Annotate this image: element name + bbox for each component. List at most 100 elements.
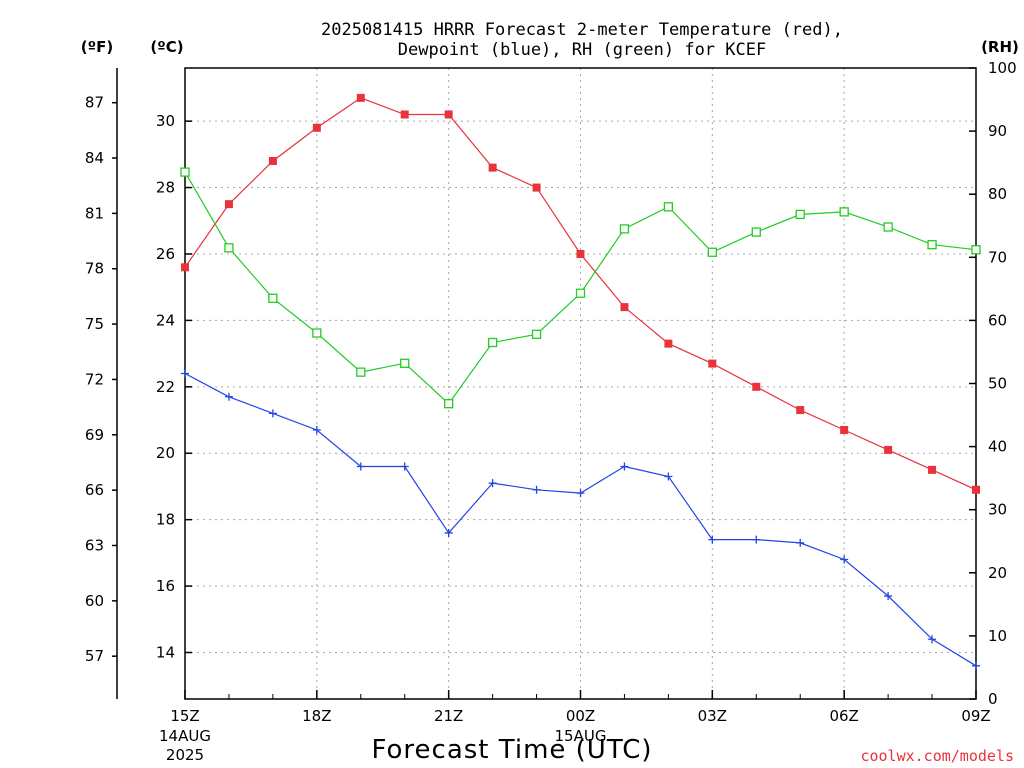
rh-point [663,202,674,212]
dewpoint-point [972,661,980,670]
rh-point [883,222,893,232]
fahrenheit-axis-label: (ºF) [81,38,113,56]
celsius-tick-label: 24 [156,311,175,329]
temperature-point [576,249,585,258]
time-tick-label: 21Z [434,707,463,725]
dewpoint-point [181,369,189,378]
credit-link[interactable]: coolwx.com/models [860,747,1014,765]
fahrenheit-tick-label: 63 [85,536,104,554]
dewpoint-point [268,409,277,418]
rh-tick-label: 50 [988,375,1007,393]
rh-point [487,337,498,348]
rh-point [224,243,234,253]
time-tick-label: 09Z [961,707,990,725]
dewpoint-point [444,528,453,537]
time-tick-label: 03Z [698,707,727,725]
temperature-point [796,406,805,415]
dewpoint-point [752,535,761,544]
rh-tick-label: 0 [988,690,998,708]
dewpoint-point [488,479,497,488]
dewpoint-point [620,462,629,471]
rh-point [356,367,366,377]
temperature-point [884,445,893,454]
dewpoint-point [664,472,673,481]
fahrenheit-tick-label: 66 [85,481,104,499]
rh-tick-label: 30 [988,501,1007,519]
dewpoint-point [928,635,937,644]
fahrenheit-tick-label: 75 [85,315,104,333]
fahrenheit-tick-label: 72 [85,370,104,388]
time-date-label: 2025 [166,746,204,764]
temperature-point [400,110,409,119]
celsius-tick-label: 22 [156,378,175,396]
fahrenheit-tick-label: 87 [85,94,104,112]
rh-tick-label: 80 [988,185,1007,203]
temperature-point [664,339,673,348]
chart-title-line-2: Dewpoint (blue), RH (green) for KCEF [398,40,766,60]
rh-point [444,399,454,409]
rh-point [927,240,937,250]
rh-point [575,288,586,298]
rh-axis-label: (RH) [981,38,1019,56]
time-date-label: 14AUG [159,727,211,745]
dewpoint-point [400,462,409,471]
celsius-tick-label: 20 [156,444,175,462]
temperature-point [224,200,233,209]
fahrenheit-tick-label: 57 [85,647,104,665]
temperature-point [840,425,849,434]
celsius-axis-label: (ºC) [150,38,183,56]
celsius-axis: 14 16 18 20 22 24 26 28 30 [156,112,192,662]
fahrenheit-tick-label: 60 [85,592,104,610]
time-tick-label: 15Z [170,707,199,725]
time-date-label: 15AUG [555,727,607,745]
rh-series [180,167,981,409]
rh-tick-label: 10 [988,627,1007,645]
temperature-point [620,303,629,312]
dewpoint-point [796,538,805,547]
celsius-tick-label: 16 [156,577,175,595]
fahrenheit-tick-label: 81 [85,204,104,222]
celsius-tick-label: 26 [156,245,175,263]
rh-point [839,207,849,217]
grid-lines [185,68,976,699]
temperature-point [532,183,541,192]
rh-point [531,329,542,339]
celsius-tick-label: 14 [156,644,175,662]
rh-point [751,227,761,237]
temperature-point [444,110,453,119]
rh-tick-label: 90 [988,122,1007,140]
dewpoint-series [181,369,980,670]
rh-tick-label: 60 [988,311,1007,329]
fahrenheit-axis: 57 60 63 66 69 72 75 78 81 84 87 [85,94,117,665]
fahrenheit-tick-label: 84 [85,149,104,167]
rh-tick-label: 70 [988,248,1007,266]
rh-point [795,209,805,220]
rh-point [971,245,981,255]
rh-point [180,167,190,177]
dewpoint-point [708,535,717,544]
time-tick-label: 18Z [302,707,331,725]
dewpoint-point [224,392,233,401]
temperature-series [181,93,980,494]
rh-point [400,358,410,368]
x-axis-title: Forecast Time (UTC) [371,735,652,765]
dewpoint-point [884,592,893,601]
temperature-point [181,263,189,272]
temperature-point [708,359,717,368]
fahrenheit-tick-label: 78 [85,260,104,278]
plot-frame [184,67,977,700]
rh-point [619,224,630,234]
rh-tick-label: 40 [988,438,1007,456]
dewpoint-point [312,425,321,434]
rh-point [268,293,278,303]
temperature-point [752,382,761,391]
rh-axis: 0 10 20 30 40 50 60 70 80 90 100 [969,59,1017,708]
dewpoint-point [356,462,365,471]
celsius-tick-label: 18 [156,511,175,529]
chart-title: 2025081415 HRRR Forecast 2-meter Tempera… [321,20,843,60]
rh-tick-label: 20 [988,564,1007,582]
temperature-point [312,123,321,132]
rh-point [312,328,322,338]
